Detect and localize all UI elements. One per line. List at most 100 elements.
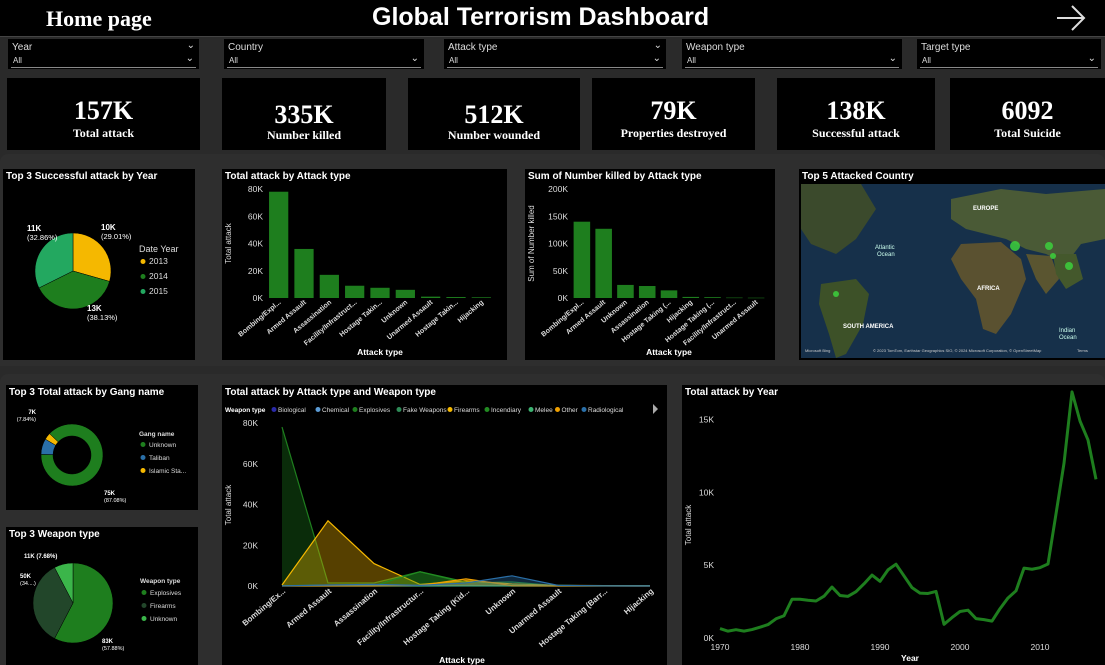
kpi-value: 6092: [1001, 96, 1054, 125]
pie-slice-unknown[interactable]: [54, 562, 74, 604]
bar[interactable]: [682, 296, 700, 298]
y-tick-label: 40K: [243, 500, 258, 510]
legend-item[interactable]: Taliban: [149, 455, 170, 462]
bar[interactable]: [370, 287, 390, 298]
bar[interactable]: [704, 297, 721, 298]
bar[interactable]: [638, 286, 656, 298]
x-axis-title: Attack type: [646, 347, 692, 357]
chevron-down-icon[interactable]: ⌄: [888, 53, 897, 64]
map-bubble[interactable]: [1065, 262, 1073, 270]
slicer-weapon-type[interactable]: Weapon type All ⌄: [682, 39, 902, 69]
legend-item[interactable]: 2015: [149, 286, 168, 296]
pie-slice-islamic-sta-[interactable]: [45, 433, 59, 446]
chevron-down-icon[interactable]: ⌄: [186, 40, 195, 51]
legend-item[interactable]: Firearms: [150, 603, 176, 610]
bar[interactable]: [269, 191, 289, 298]
y-tick-label: 50K: [553, 266, 568, 276]
chevron-down-icon[interactable]: ⌄: [653, 40, 662, 51]
slicer-attack-type-dropdown[interactable]: All ⌄: [447, 53, 663, 68]
x-axis-title: Year: [901, 653, 920, 663]
bar[interactable]: [660, 290, 678, 298]
legend-item[interactable]: Unknown: [150, 616, 177, 623]
home-page-button[interactable]: Home page: [46, 6, 152, 31]
legend-dot: [484, 407, 490, 412]
legend-item[interactable]: Explosives: [150, 590, 182, 597]
slicer-target-type-dropdown[interactable]: All ⌄: [920, 53, 1098, 68]
y-axis-title: Total attack: [684, 504, 693, 545]
area-series-fill: [282, 520, 650, 586]
line-series[interactable]: [719, 390, 1098, 633]
legend-item[interactable]: Biological: [278, 407, 306, 414]
pie-data-label: 83K: [102, 639, 114, 645]
kpi-label: Number wounded: [447, 128, 541, 142]
slicer-year-dropdown[interactable]: All ⌄: [11, 53, 196, 68]
map-bubble[interactable]: [1010, 241, 1020, 251]
pie-data-label: 7K: [28, 410, 36, 416]
chevron-down-icon[interactable]: ⌄: [410, 53, 419, 64]
bar[interactable]: [395, 289, 415, 298]
legend-item[interactable]: 2014: [149, 271, 168, 281]
chevron-down-icon[interactable]: ⌄: [652, 53, 661, 64]
pie-slice-2015[interactable]: [34, 232, 74, 289]
legend-item[interactable]: Chemical: [322, 407, 350, 414]
map-label-europe: EUROPE: [973, 206, 998, 212]
slicer-weapon-type-dropdown[interactable]: All ⌄: [685, 53, 899, 68]
slicer-country-label: Country: [228, 42, 264, 53]
slicer-target-type-value: All: [922, 56, 931, 65]
map-bubble[interactable]: [1045, 242, 1053, 250]
slicer-attack-type-label: Attack type: [448, 42, 498, 53]
bar[interactable]: [595, 228, 612, 298]
bar[interactable]: [617, 284, 634, 298]
legend-item[interactable]: Fake Weapons: [403, 407, 447, 414]
slicer-year[interactable]: Year ⌄ All ⌄: [8, 39, 199, 69]
bar[interactable]: [573, 221, 591, 298]
bar[interactable]: [345, 285, 365, 298]
bar[interactable]: [446, 297, 466, 298]
pie-slice-2014[interactable]: [38, 270, 110, 310]
legend-item[interactable]: Islamic Sta...: [149, 468, 186, 475]
arrow-right-icon[interactable]: [1054, 2, 1088, 34]
kpi-properties-destroyed: 79K Properties destroyed: [592, 78, 755, 150]
map-terms[interactable]: Terms: [1077, 348, 1088, 353]
pie-slice-firearms[interactable]: [32, 567, 74, 639]
map-bubble[interactable]: [1050, 253, 1056, 259]
legend-item[interactable]: Incendiary: [491, 407, 522, 414]
world-map[interactable]: EUROPE Atlantic Ocean AFRICA SOUTH AMERI…: [801, 184, 1105, 358]
slicer-year-label: Year: [12, 42, 33, 53]
legend-next-icon[interactable]: [653, 404, 658, 414]
bar[interactable]: [319, 274, 339, 298]
chart-title: Sum of Number killed by Attack type: [528, 171, 702, 182]
map-bubble[interactable]: [833, 291, 839, 297]
bar[interactable]: [726, 297, 743, 299]
slicer-target-type[interactable]: Target type All ⌄: [917, 39, 1101, 69]
pie-chart-weapon: Weapon type Explosives Firearms Unknown 83…: [20, 554, 182, 652]
kpi-successful-attack: 138K Successful attack: [777, 78, 935, 150]
legend-item[interactable]: Unknown: [149, 442, 176, 449]
legend-title: Weapon type: [140, 578, 181, 585]
bar[interactable]: [294, 248, 314, 298]
legend-item[interactable]: Radiological: [588, 407, 624, 414]
legend-item[interactable]: Other: [562, 407, 579, 414]
bar[interactable]: [471, 297, 491, 298]
legend-item[interactable]: Firearms: [454, 407, 480, 414]
pie-slice-2013[interactable]: [72, 232, 112, 282]
slicer-country-dropdown[interactable]: All ⌄: [227, 53, 421, 68]
chevron-down-icon[interactable]: ⌄: [1087, 53, 1096, 64]
bar[interactable]: [421, 296, 441, 298]
slicer-attack-type[interactable]: Attack type ⌄ All ⌄: [444, 39, 666, 69]
legend-item[interactable]: 2013: [149, 256, 168, 266]
legend-item[interactable]: Explosives: [359, 407, 391, 414]
bar[interactable]: [747, 297, 765, 299]
chevron-down-icon[interactable]: ⌄: [185, 53, 194, 64]
slicer-country[interactable]: Country All ⌄: [224, 39, 424, 69]
y-tick-label: 20K: [248, 266, 263, 276]
area-series-line[interactable]: [281, 575, 650, 587]
chart-title: Total attack by Attack type: [225, 171, 351, 182]
pie-slice-unknown[interactable]: [40, 423, 104, 487]
legend-item[interactable]: Melee: [535, 407, 553, 414]
area-series-fill: [282, 427, 650, 586]
kpi-total-attack: 157K Total attack: [7, 78, 200, 150]
pie-data-label-pct: (38.13%): [87, 313, 118, 322]
kpi-number-wounded: 512K Number wounded: [408, 78, 580, 150]
pie-slice-explosives[interactable]: [54, 562, 114, 644]
